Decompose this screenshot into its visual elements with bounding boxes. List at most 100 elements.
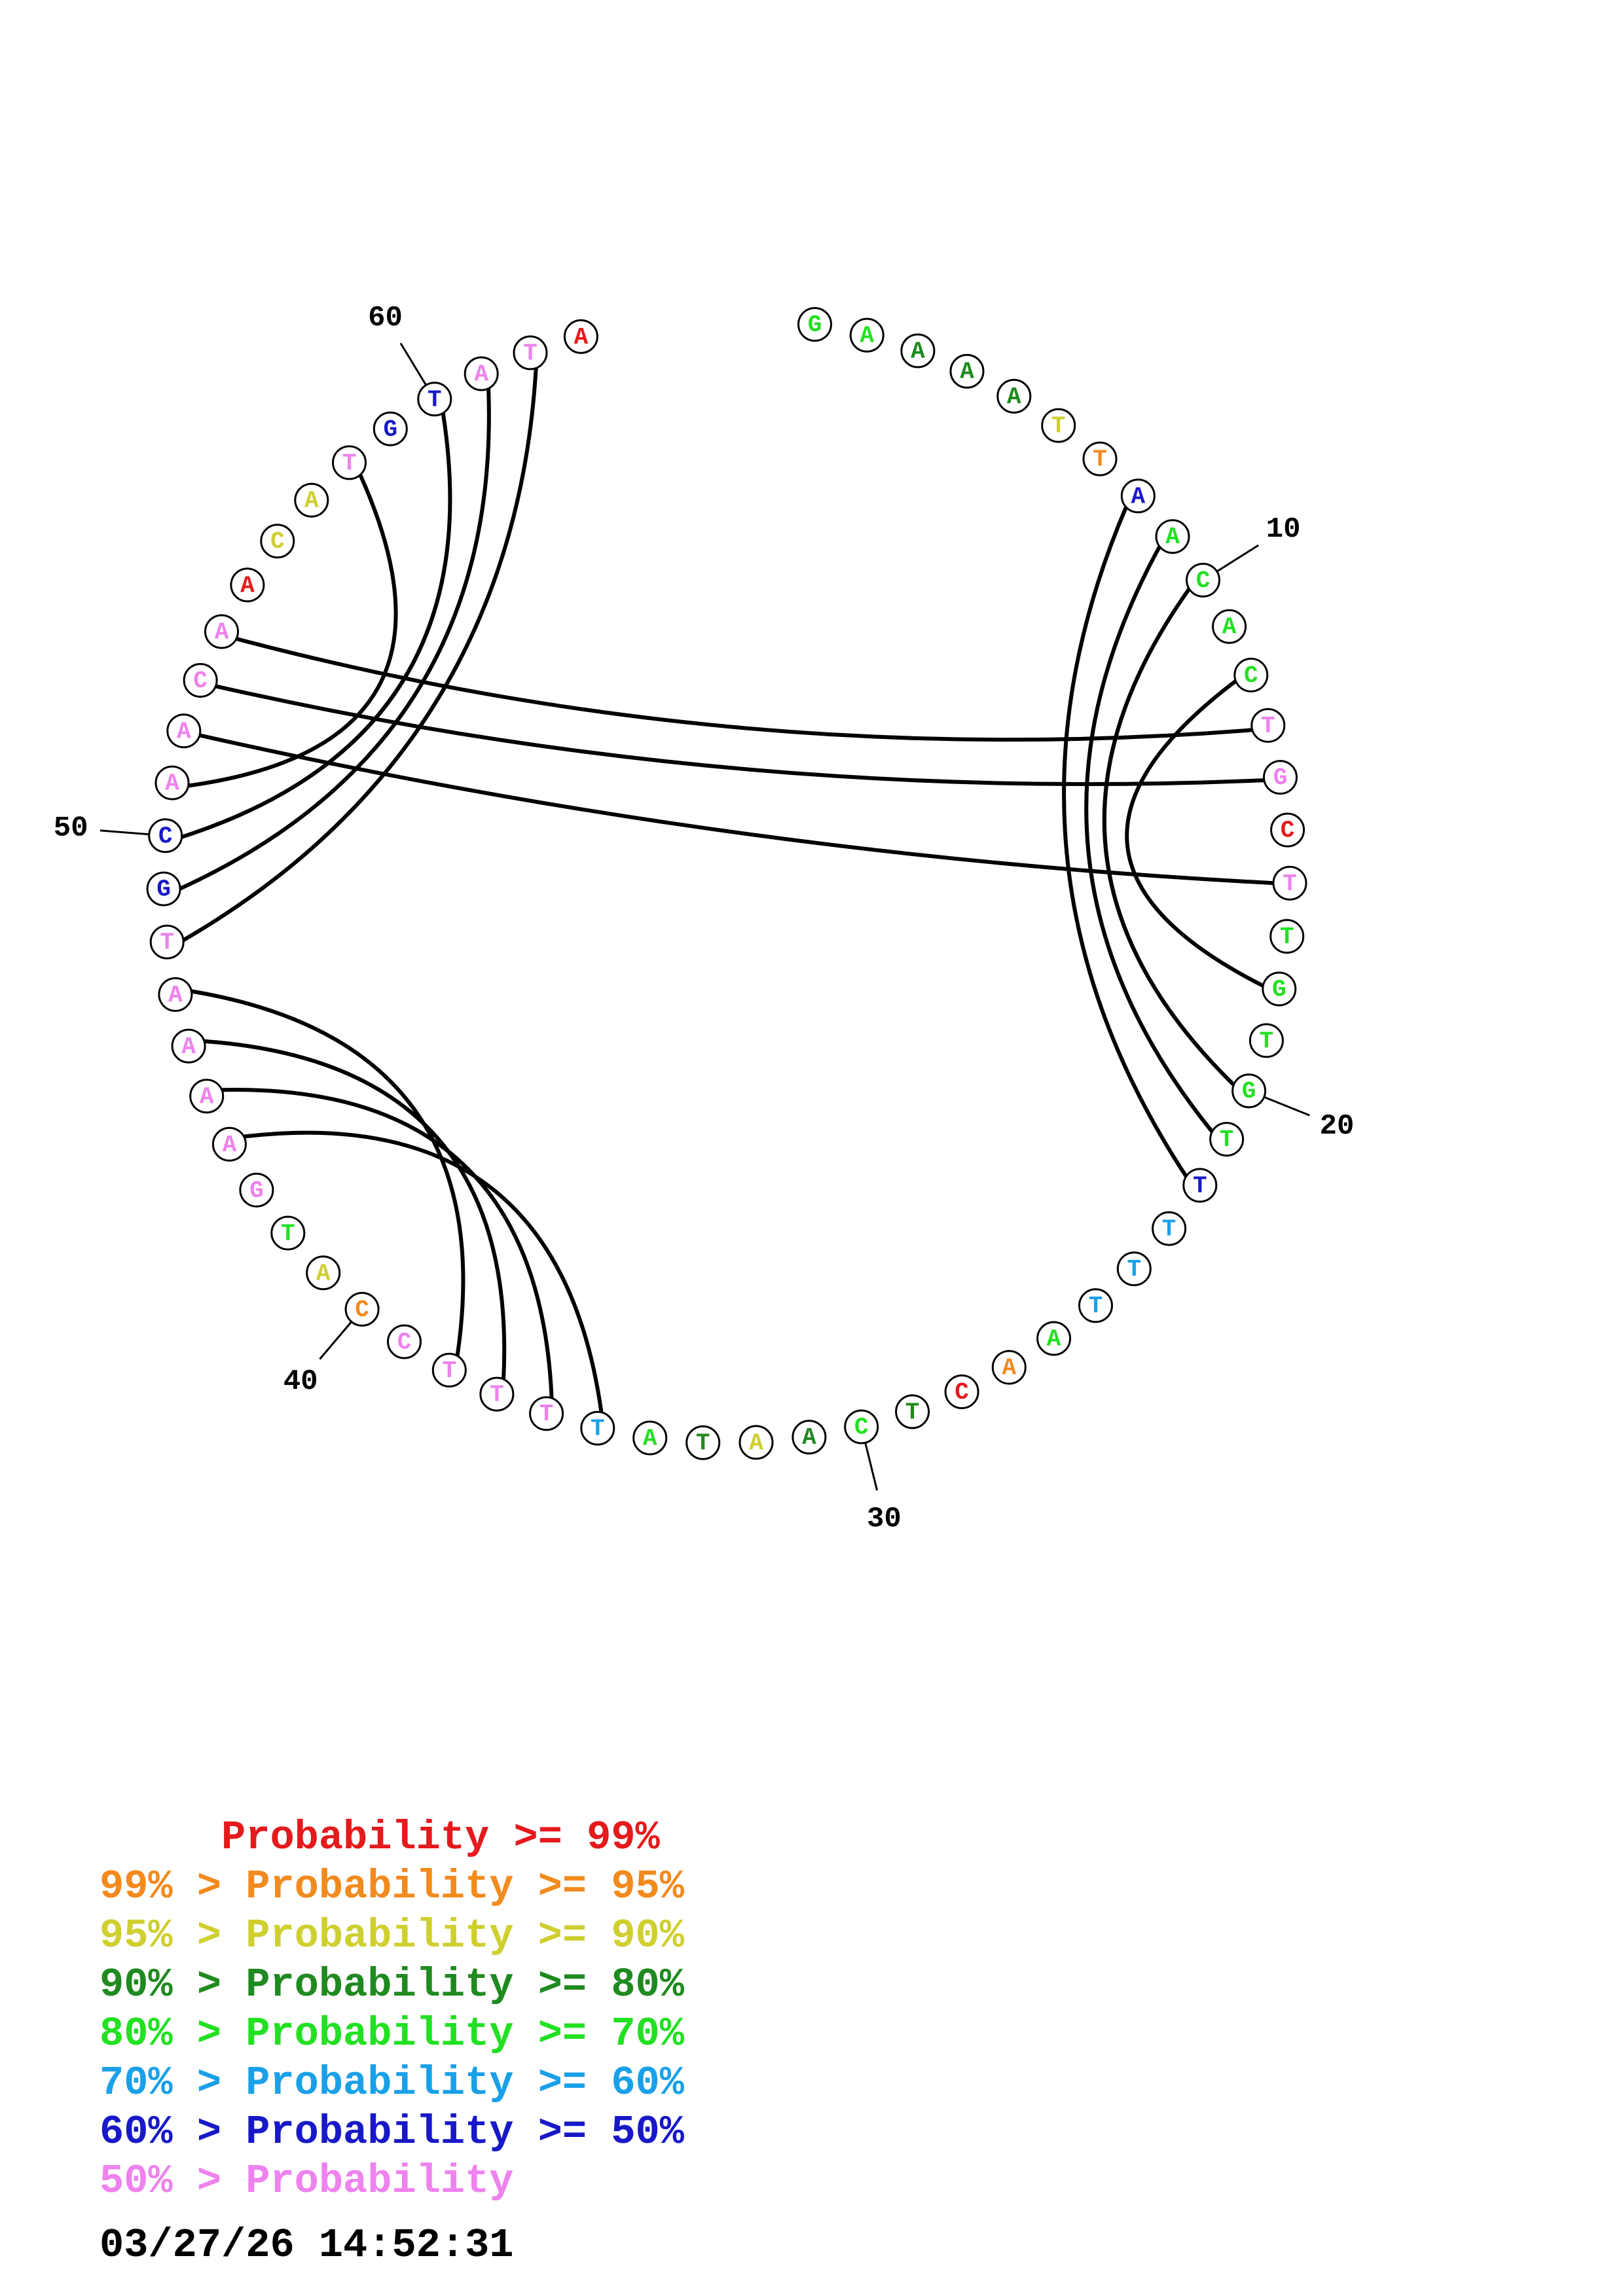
nucleotide: A [189,1079,225,1114]
nucleotide-circle [944,1374,979,1409]
nucleotide-letter: T [1093,446,1107,473]
nucleotide: A [204,614,239,649]
nucleotide: A [1155,519,1190,554]
nucleotide-letter: A [177,718,191,745]
nucleotide-circle [239,1172,274,1208]
nucleotide: A [230,567,265,603]
nucleotide-letter: A [304,488,319,514]
nucleotide-circle [387,1324,422,1359]
nucleotide: A [1120,478,1156,514]
nucleotide: T [1209,1122,1245,1157]
nucleotide-letter: G [808,312,822,338]
nucleotide-letter: T [342,450,357,476]
nucleotide-letter: A [960,359,974,386]
nucleotide-circle [183,663,218,698]
nucleotide-letter: T [1260,1028,1274,1054]
nucleotide: A [996,378,1032,414]
nucleotide-letter: T [428,386,442,413]
nucleotide-circle [563,319,598,354]
nucleotide: C [183,663,218,698]
nucleotide-letter: A [860,323,874,350]
nucleotide-letter: T [905,1399,920,1426]
base-pair-arc [191,989,465,1357]
nucleotide-circle [1186,562,1220,598]
position-tick [864,1442,879,1491]
nucleotide-circle [1041,408,1076,443]
nucleotide-letter: A [1131,483,1145,510]
nucleotide: C [344,1291,380,1327]
position-label: 10 [1266,513,1301,546]
nucleotide-circle [171,1028,206,1064]
nucleotide-circle [1155,519,1190,554]
nucleotide-circle [844,1409,879,1444]
nucleotide-letter: T [1162,1216,1176,1243]
nucleotide-letter: A [474,361,488,388]
nucleotide-circle [149,924,185,960]
nucleotide-circle [260,524,295,559]
nucleotide-letter: G [1273,764,1288,791]
nucleotide-letter: A [181,1033,196,1060]
position-label: 20 [1320,1110,1355,1143]
base-pair-arc [221,1088,554,1399]
nucleotide: C [260,524,295,559]
nucleotide-letter: A [240,572,255,599]
nucleotide: A [306,1255,341,1291]
nucleotide-letter: T [1280,924,1294,950]
nucleotide: A [1212,609,1247,644]
base-pair-arc [1125,679,1264,988]
nucleotide-letter: A [1047,1326,1061,1353]
nucleotide-circle [211,1126,247,1162]
nucleotide-letter: G [1242,1078,1256,1105]
nucleotide-circle [1231,1073,1267,1109]
nucleotide-circle [1182,1168,1218,1203]
nucleotide: A [1036,1321,1072,1356]
nucleotide-letter: A [1222,614,1237,641]
nucleotide: C [148,818,183,853]
legend-entry: 99% > Probability >= 95% [100,1863,684,1910]
legend-entry: 70% > Probability >= 60% [100,2060,684,2106]
nucleotide-letter: A [168,982,183,1009]
nucleotide-letter: G [1272,977,1286,1003]
nucleotide-circle [1269,919,1305,954]
nucleotide-letter: A [574,324,589,351]
base-pair-arc [182,368,538,942]
timestamp: 03/27/26 14:52:31 [100,2222,514,2269]
nucleotide-letter: A [1165,524,1180,550]
nucleotide: T [479,1376,515,1412]
nucleotide-circle [797,307,832,342]
nucleotide: T [1078,1288,1113,1323]
nucleotide-circle [1036,1321,1072,1356]
nucleotide-circle [146,871,181,906]
nucleotide-letter: A [316,1260,331,1287]
nucleotide-letter: C [355,1297,369,1323]
nucleotide-circle [1209,1122,1245,1157]
nucleotide: T [1182,1168,1218,1203]
nucleotide-letter: C [158,823,173,850]
nucleotide-letter: G [383,416,397,443]
nucleotide-circle [1262,971,1297,1007]
nucleotide: C [1233,657,1269,692]
base-pair-arc [199,733,1274,886]
nucleotide-letter: C [955,1379,969,1406]
nucleotide-letter: C [1281,817,1295,844]
nucleotide-circle [949,353,985,389]
nucleotide: T [580,1410,615,1446]
base-pair-arc [179,388,491,891]
nucleotide: G [1263,760,1298,795]
nucleotide: T [431,1352,467,1388]
nucleotide-circle [270,1215,306,1251]
nucleotide: G [797,307,832,342]
nucleotide-circle [632,1420,668,1456]
nucleotide: A [949,353,985,389]
base-pair-arc [236,637,1253,742]
base-pair-arc [204,1039,507,1380]
nucleotide-circle [158,977,193,1012]
nucleotide-letter: C [854,1414,869,1441]
nucleotide: G [239,1172,274,1208]
nucleotide-circle [996,378,1032,414]
nucleotide-circle [230,567,265,603]
position-label: 50 [54,812,88,844]
nucleotide-letter: T [442,1357,456,1384]
position-tick [100,829,149,836]
nucleotide: T [332,445,367,480]
